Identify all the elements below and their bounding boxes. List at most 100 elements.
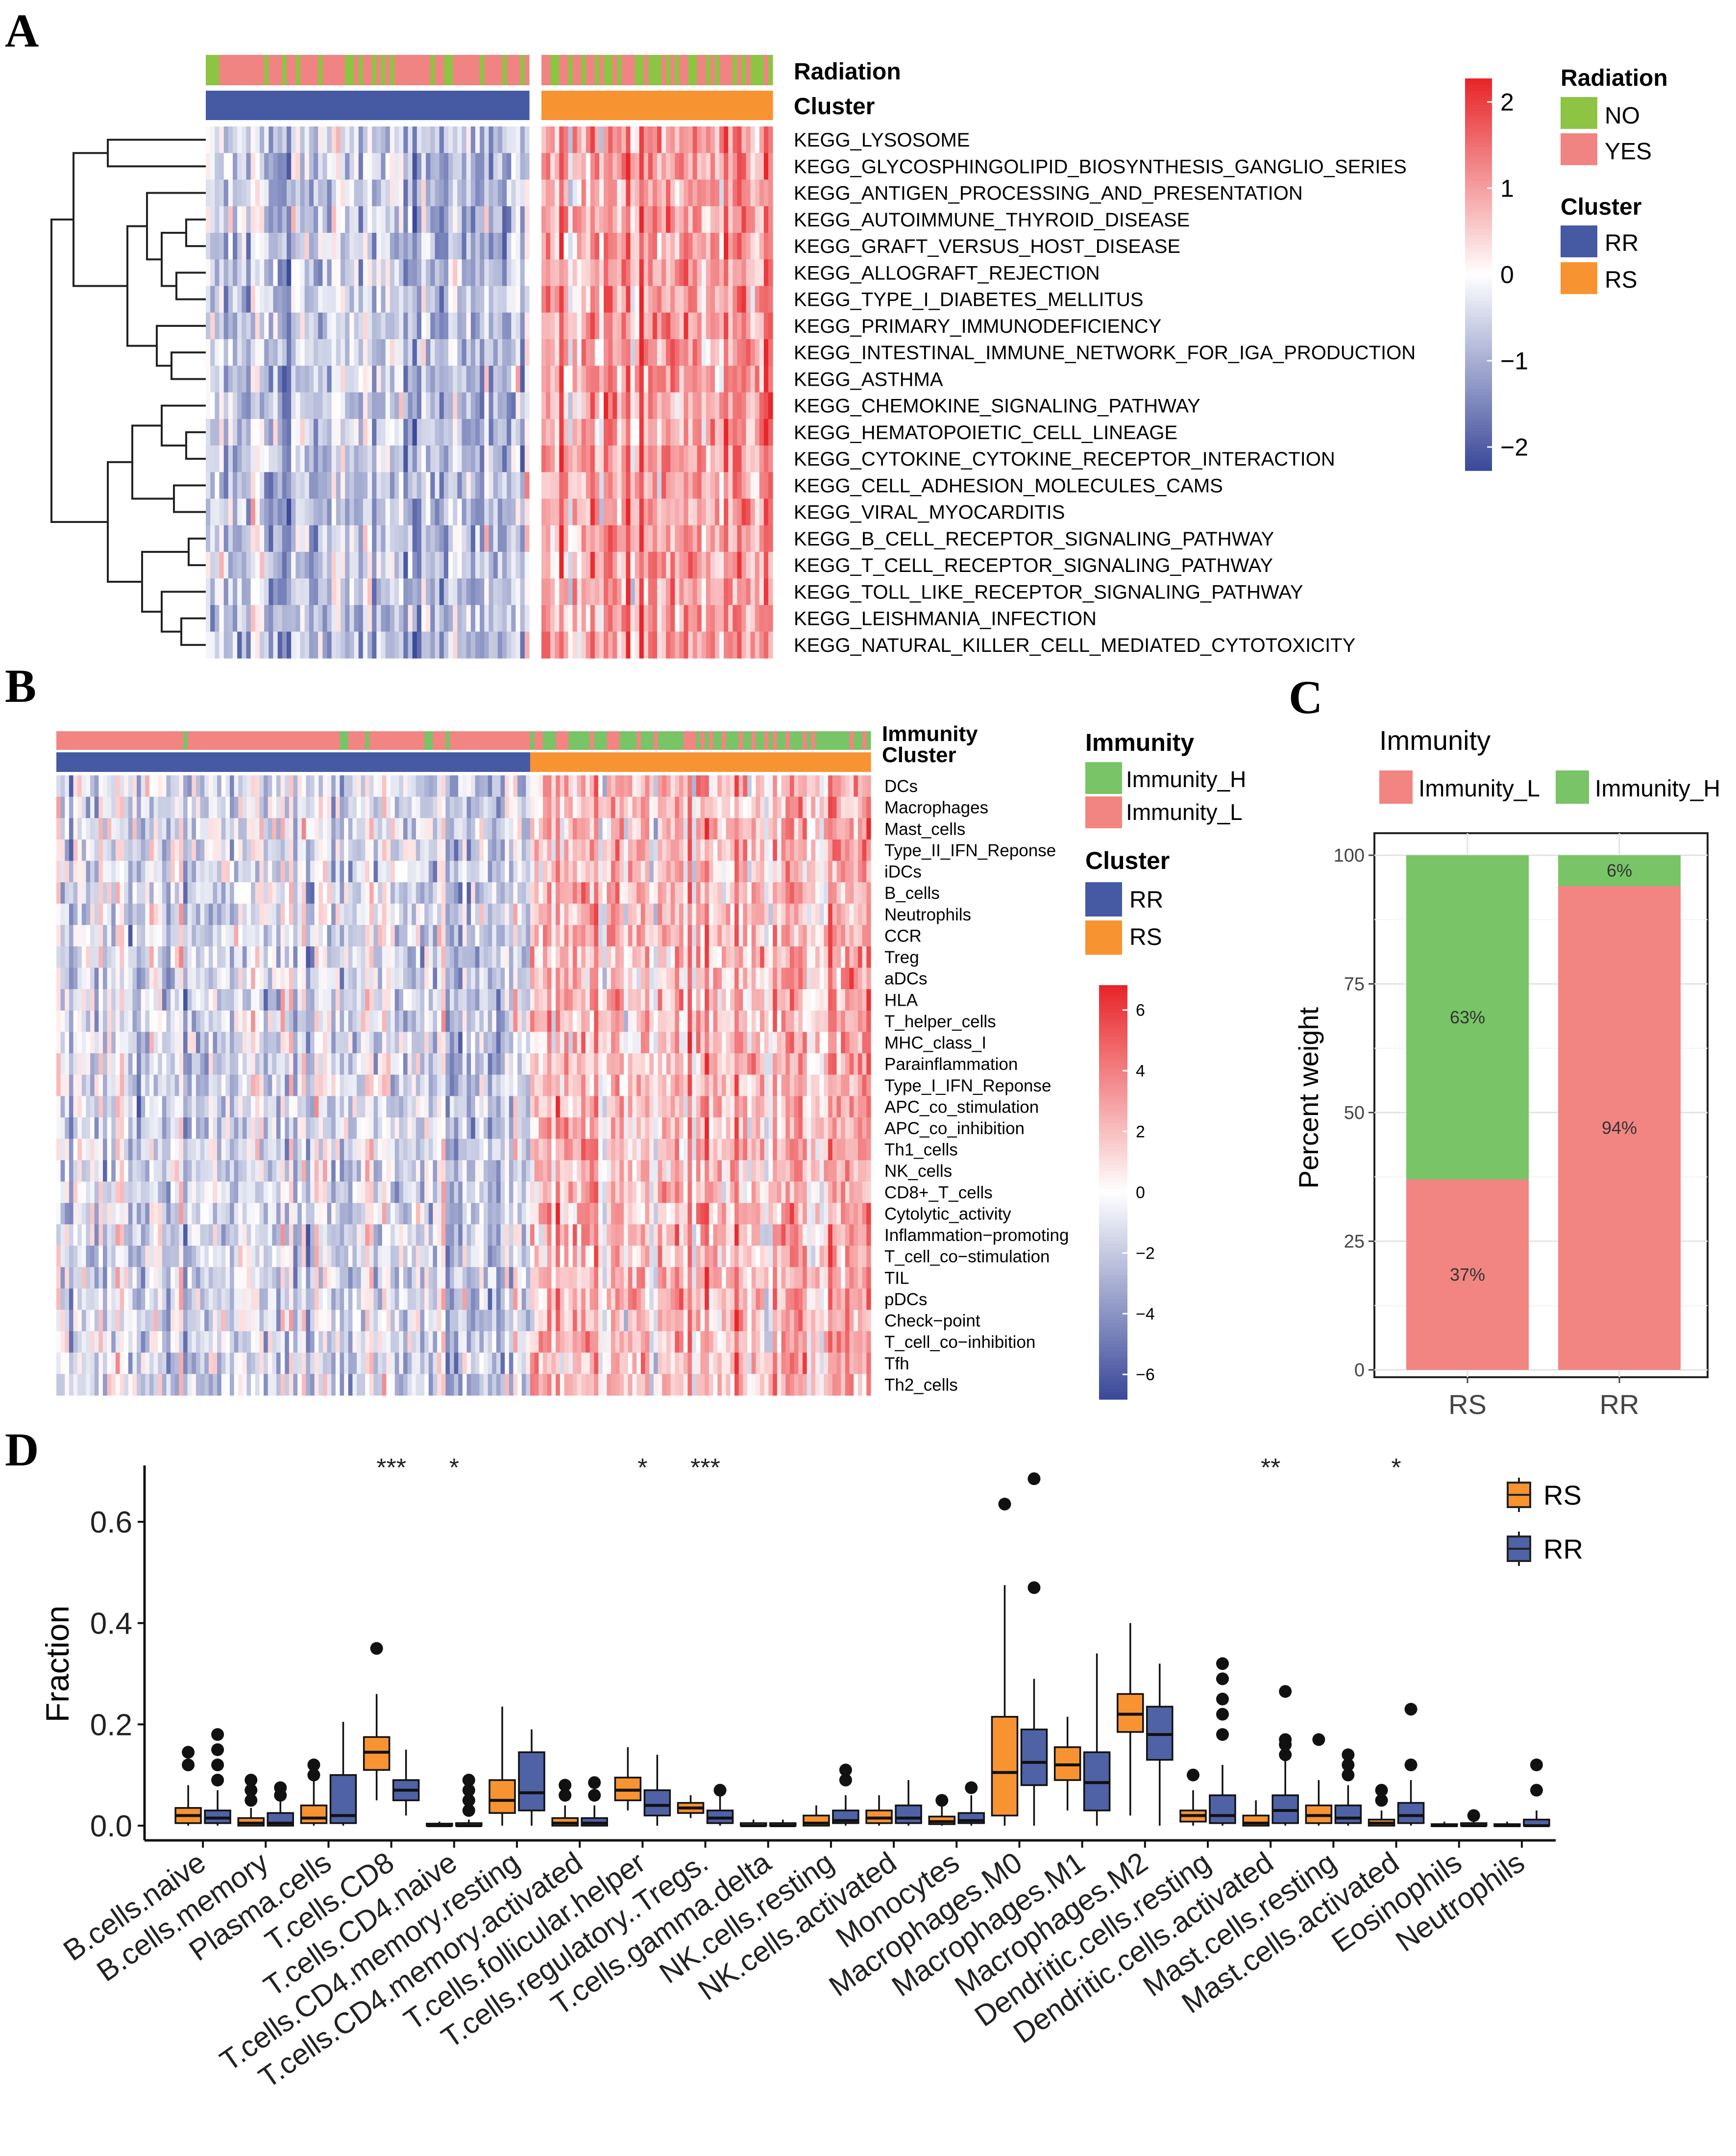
heatmap-cell	[65, 1203, 70, 1225]
heatmap-cell	[426, 339, 431, 366]
annotation-cell	[358, 55, 364, 85]
heatmap-cell	[102, 1032, 108, 1054]
heatmap-cell	[524, 552, 530, 579]
annotation-cell	[273, 91, 278, 120]
heatmap-cell	[304, 446, 310, 472]
heatmap-cell	[331, 179, 337, 207]
heatmap-cell	[242, 312, 247, 340]
heatmap-cell	[612, 498, 617, 526]
heatmap-cell	[511, 525, 516, 552]
heatmap-cell	[69, 1267, 74, 1289]
heatmap-cell	[612, 233, 617, 260]
heatmap-cell	[520, 179, 525, 207]
heatmap-cell	[174, 989, 179, 1011]
heatmap-cell	[635, 179, 640, 207]
heatmap-cell	[524, 578, 530, 606]
heatmap-cell	[94, 775, 99, 797]
heatmap-cell	[555, 631, 560, 659]
heatmap-cell	[77, 1032, 82, 1054]
heatmap-cell	[675, 179, 680, 207]
colorbar-segment	[1465, 444, 1492, 448]
panel-a-legend-label-rs: RS	[1605, 267, 1638, 293]
heatmap-cell	[559, 366, 564, 393]
heatmap-cell	[238, 1117, 243, 1140]
heatmap-cell	[497, 179, 503, 207]
heatmap-cell	[733, 206, 737, 233]
heatmap-cell	[246, 1117, 251, 1140]
heatmap-cell	[349, 392, 355, 420]
colorbar-segment	[1465, 310, 1492, 314]
heatmap-cell	[507, 578, 512, 606]
annotation-cell	[454, 731, 459, 750]
heatmap-cell	[107, 796, 112, 818]
heatmap-cell	[213, 882, 218, 904]
heatmap-cell	[590, 525, 595, 552]
heatmap-cell	[345, 339, 350, 366]
heatmap-cell	[233, 206, 238, 233]
heatmap-cell	[98, 1117, 103, 1140]
heatmap-cell	[234, 1224, 239, 1246]
heatmap-cell	[141, 1267, 146, 1289]
heatmap-cell	[153, 1203, 158, 1225]
heatmap-cell	[426, 446, 431, 472]
heatmap-cell	[520, 498, 525, 526]
heatmap-cell	[301, 796, 306, 818]
colorbar-segment	[1465, 304, 1492, 308]
colorbar-segment	[1465, 150, 1492, 154]
heatmap-cell	[635, 631, 640, 659]
heatmap-cell	[462, 392, 467, 420]
heatmap-cell	[124, 882, 129, 904]
heatmap-cell	[314, 472, 318, 499]
heatmap-cell	[107, 1310, 112, 1332]
heatmap-cell	[225, 1181, 230, 1204]
heatmap-cell	[223, 446, 229, 472]
heatmap-cell	[174, 1032, 179, 1054]
heatmap-cell	[759, 233, 764, 260]
heatmap-cell	[141, 1374, 146, 1396]
heatmap-cell	[755, 286, 760, 313]
heatmap-cell	[394, 366, 399, 393]
heatmap-cell	[242, 1032, 247, 1054]
heatmap-cell	[590, 605, 595, 632]
annotation-cell	[458, 731, 463, 750]
heatmap-cell	[145, 1032, 150, 1054]
heatmap-cell	[98, 1310, 103, 1332]
heatmap-cell	[470, 419, 476, 446]
heatmap-cell	[304, 312, 310, 340]
heatmap-cell	[210, 605, 215, 632]
heatmap-cell	[763, 498, 769, 526]
heatmap-cell	[520, 472, 525, 499]
heatmap-cell	[675, 259, 680, 287]
heatmap-cell	[755, 179, 760, 207]
annotation-cell	[497, 55, 503, 85]
heatmap-cell	[390, 339, 395, 366]
dendrogram-branch	[185, 218, 206, 248]
heatmap-cell	[86, 796, 91, 818]
heatmap-cell	[684, 525, 689, 552]
heatmap-cell	[577, 206, 582, 233]
heatmap-cell	[280, 1245, 285, 1267]
annotation-cell	[733, 91, 737, 120]
heatmap-cell	[229, 1203, 235, 1225]
heatmap-cell	[462, 339, 467, 366]
heatmap-cell	[430, 366, 436, 393]
heatmap-cell	[137, 1331, 142, 1353]
heatmap-cell	[408, 525, 413, 552]
annotation-cell	[289, 731, 294, 750]
colorbar-segment	[1465, 179, 1492, 184]
heatmap-cell	[132, 925, 137, 947]
heatmap-cell	[733, 419, 737, 446]
dendrogram-branch	[188, 537, 206, 567]
heatmap-cell	[280, 1117, 285, 1140]
heatmap-cell	[515, 286, 521, 313]
heatmap-cell	[657, 126, 662, 153]
heatmap-cell	[183, 796, 188, 818]
heatmap-cell	[563, 259, 569, 287]
heatmap-cell	[237, 179, 242, 207]
annotation-cell	[403, 55, 409, 85]
heatmap-cell	[213, 1181, 218, 1204]
heatmap-cell	[60, 1267, 65, 1289]
heatmap-cell	[489, 472, 494, 499]
heatmap-cell	[639, 446, 644, 472]
heatmap-cell	[372, 339, 377, 366]
